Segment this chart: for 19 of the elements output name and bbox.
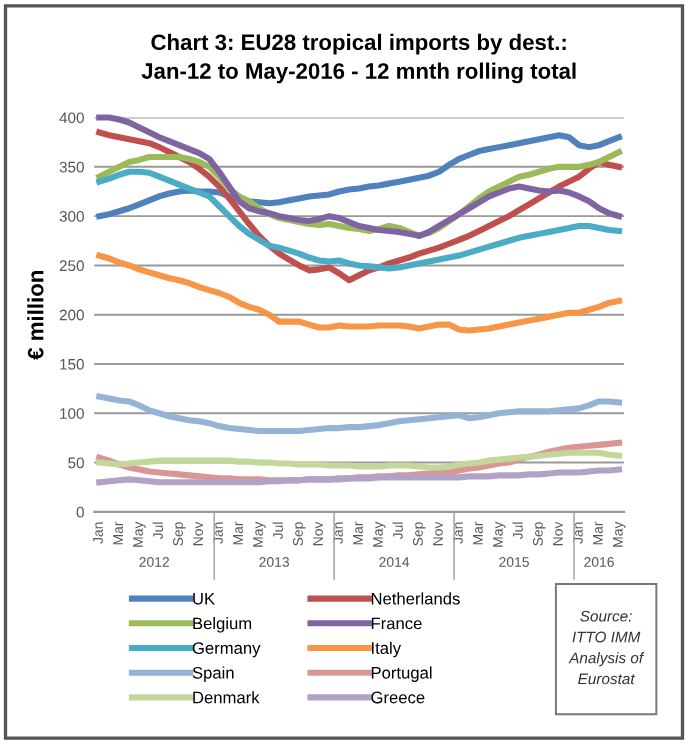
legend-label: Greece — [371, 691, 425, 704]
legend-label: Italy — [372, 641, 402, 658]
line-series — [96, 449, 623, 471]
line-series — [96, 393, 623, 435]
line-series — [96, 252, 623, 334]
line-series — [96, 168, 623, 272]
legend-label: UK — [193, 592, 215, 605]
legend-label: Belgium — [193, 617, 252, 633]
legend-label: Portugal — [371, 666, 432, 682]
legend-label: Netherlands — [371, 592, 460, 605]
legend-label: Spain — [192, 666, 234, 682]
y-axis-title: € million — [27, 271, 44, 360]
line-series — [96, 132, 623, 220]
legend-label: France — [371, 617, 422, 630]
line-series — [96, 114, 623, 239]
legend-label: Germany — [192, 642, 261, 658]
chart-title: Chart 3: EU28 tropical imports by dest.: Jan-12 to May-2016 - 12 mnth rolling total — [141, 33, 576, 84]
line-series — [96, 466, 623, 486]
legend-label: Denmark — [193, 691, 260, 704]
